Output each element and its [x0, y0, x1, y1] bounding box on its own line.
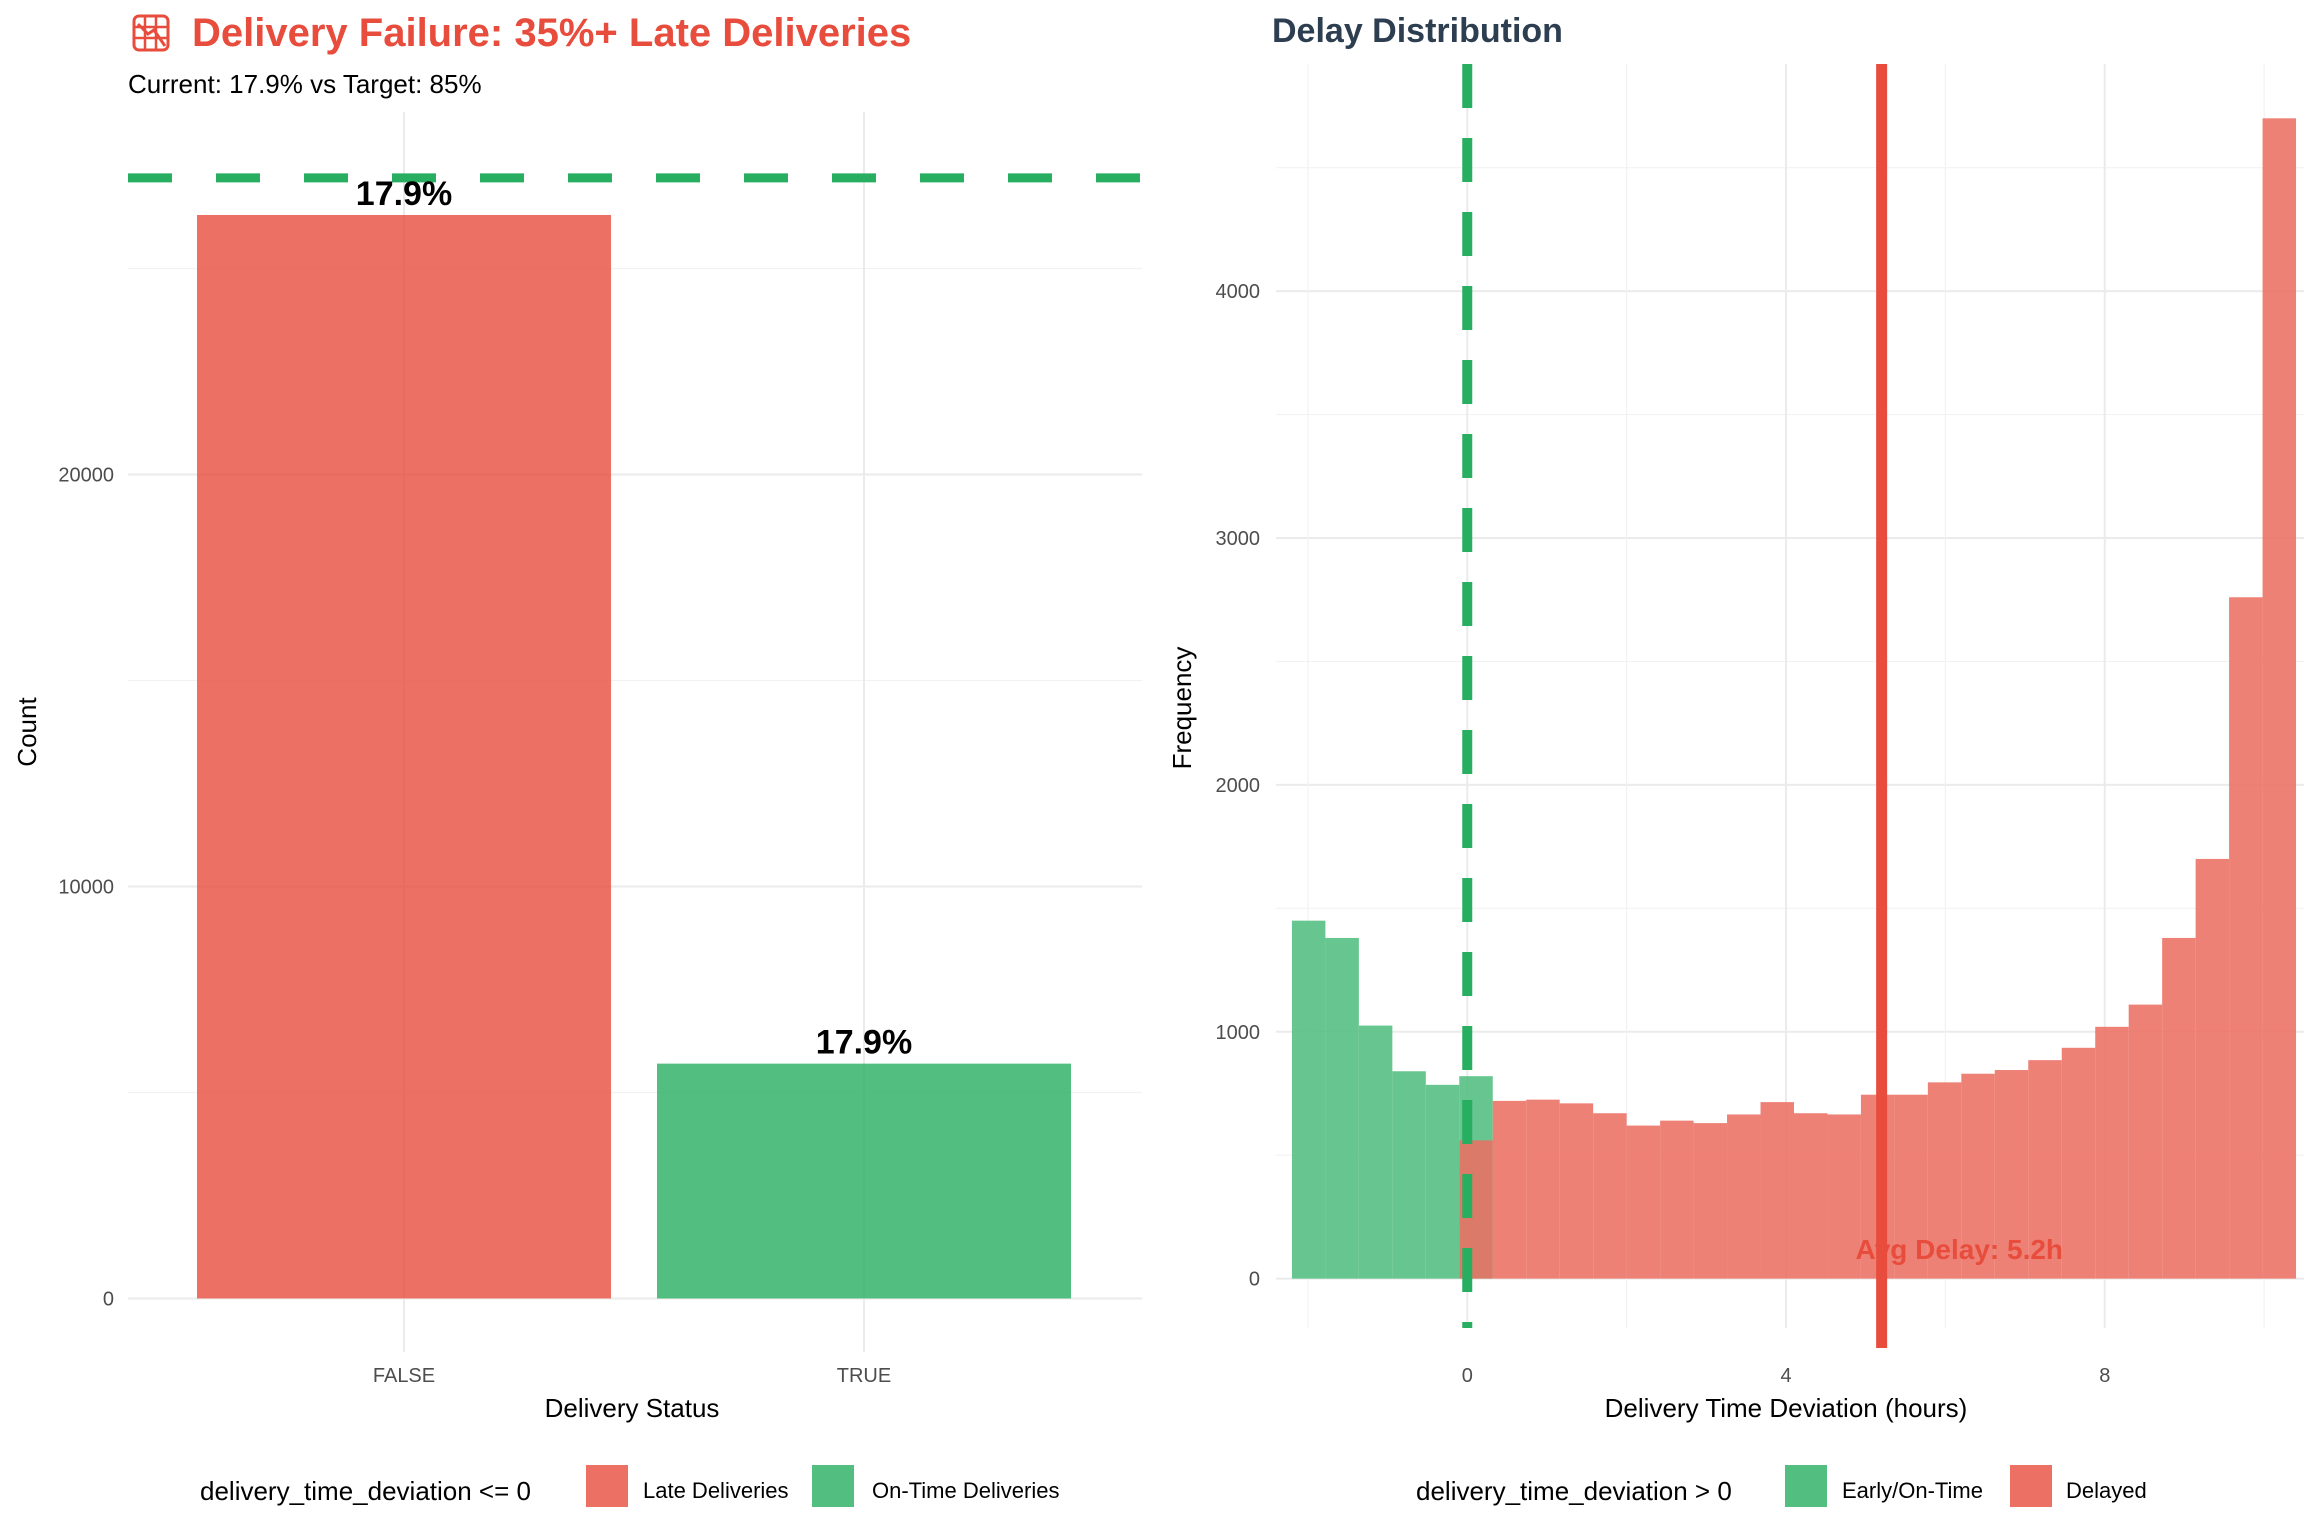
- histogram-bin-delayed: [1760, 1102, 1794, 1279]
- bar-label-true: 17.9%: [816, 1024, 912, 1062]
- x-tick-label: 0: [1462, 1365, 1473, 1387]
- histogram-bin-delayed: [1593, 1113, 1627, 1279]
- histogram-bin-delayed: [1727, 1114, 1761, 1279]
- histogram-bin-delayed: [1793, 1113, 1828, 1279]
- legend-swatch-late: [586, 1465, 628, 1507]
- x-tick-label: 8: [2099, 1365, 2110, 1387]
- y-tick-label: 2000: [1216, 775, 1261, 797]
- histogram-bin-delayed: [2061, 1047, 2096, 1279]
- histogram-panel: Avg Delay: 5.2h 0 1000 2000 3000 4000 0 4 8 Del…: [1167, 12, 2304, 1507]
- histogram-bin-delayed: [1526, 1099, 1560, 1279]
- x-tick-label: TRUE: [837, 1365, 891, 1387]
- y-tick-label: 4000: [1216, 281, 1261, 303]
- bar-label-false: 17.9%: [356, 175, 452, 213]
- x-tick-label: 4: [1780, 1365, 1791, 1387]
- histogram-bin-early: [1392, 1071, 1426, 1279]
- histogram-bin-delayed: [1559, 1103, 1594, 1279]
- bar-chart-x-axis-title: Delivery Status: [545, 1393, 720, 1423]
- histogram-legend: delivery_time_deviation > 0 Early/On-Tim…: [1416, 1465, 2147, 1507]
- bar-chart-legend: delivery_time_deviation <= 0 Late Delive…: [200, 1465, 1059, 1507]
- histogram-bin-delayed: [2229, 597, 2263, 1279]
- histogram-bin-early: [1358, 1025, 1393, 1279]
- y-tick-label: 0: [1249, 1269, 1260, 1291]
- histogram-bin-delayed: [2095, 1026, 2129, 1279]
- histogram-y-axis-title: Frequency: [1167, 647, 1197, 770]
- histogram-bin-delayed: [1693, 1123, 1728, 1279]
- legend-swatch-early: [1785, 1465, 1827, 1507]
- legend-label-early: Early/On-Time: [1842, 1478, 1983, 1503]
- y-tick-label: 3000: [1216, 528, 1261, 550]
- y-tick-label: 10000: [58, 876, 114, 898]
- y-tick-label: 1000: [1216, 1022, 1261, 1044]
- bar-chart-title-group: Delivery Failure: 35%+ Late Deliveries C…: [128, 11, 911, 99]
- histogram-bin-delayed: [2195, 858, 2230, 1279]
- bar-chart-panel: 17.9% 17.9% 0 10000 20000 FALSE TRUE Delivery…: [12, 11, 1142, 1507]
- bar-true: [657, 1063, 1071, 1299]
- histogram-reference-lines: Avg Delay: 5.2h: [1462, 64, 2063, 1348]
- histogram-bins: [1291, 118, 2297, 1279]
- histogram-bin-delayed: [2262, 118, 2297, 1279]
- bar-chart-bars: 17.9% 17.9%: [128, 173, 1142, 1299]
- histogram-bin-delayed: [1927, 1082, 1962, 1279]
- chart-icon: [132, 14, 170, 52]
- legend-label-delayed: Delayed: [2066, 1478, 2147, 1503]
- histogram-bin-early: [1325, 937, 1359, 1279]
- histogram-ticks: 0 1000 2000 3000 4000 0 4 8: [1216, 281, 2111, 1387]
- bar-false: [197, 214, 611, 1299]
- histogram-bin-early: [1291, 920, 1326, 1279]
- bar-chart-subtitle: Current: 17.9% vs Target: 85%: [128, 69, 482, 99]
- legend-swatch-ontime: [812, 1465, 854, 1507]
- x-tick-label: FALSE: [373, 1365, 435, 1387]
- histogram-x-axis-title: Delivery Time Deviation (hours): [1605, 1393, 1968, 1423]
- bar-chart-title: Delivery Failure: 35%+ Late Deliveries: [192, 11, 911, 55]
- histogram-legend-title: delivery_time_deviation > 0: [1416, 1476, 1732, 1506]
- histogram-bin-delayed: [2162, 937, 2196, 1279]
- histogram-bin-delayed: [2128, 1004, 2163, 1279]
- bar-chart-ticks: 0 10000 20000 FALSE TRUE: [58, 465, 891, 1387]
- histogram-bin-delayed: [1660, 1120, 1694, 1279]
- histogram-bin-delayed: [1827, 1114, 1861, 1279]
- histogram-title: Delay Distribution: [1272, 12, 1563, 50]
- bar-chart-legend-title: delivery_time_deviation <= 0: [200, 1476, 531, 1506]
- legend-label-ontime: On-Time Deliveries: [872, 1478, 1059, 1503]
- histogram-bin-early: [1425, 1084, 1460, 1279]
- histogram-bin-delayed: [1492, 1100, 1527, 1279]
- legend-swatch-delayed: [2010, 1465, 2052, 1507]
- histogram-bin-delayed: [1994, 1070, 2029, 1279]
- histogram-bin-delayed: [1626, 1125, 1661, 1279]
- y-tick-label: 20000: [58, 465, 114, 487]
- legend-label-late: Late Deliveries: [643, 1478, 789, 1503]
- average-delay-label: Avg Delay: 5.2h: [1856, 1234, 2063, 1265]
- histogram-bin-delayed: [1961, 1073, 1995, 1279]
- histogram-bin-delayed: [2028, 1060, 2062, 1279]
- bar-chart-y-axis-title: Count: [12, 697, 42, 767]
- y-tick-label: 0: [103, 1288, 114, 1310]
- histogram-bin-delayed: [1894, 1094, 1928, 1279]
